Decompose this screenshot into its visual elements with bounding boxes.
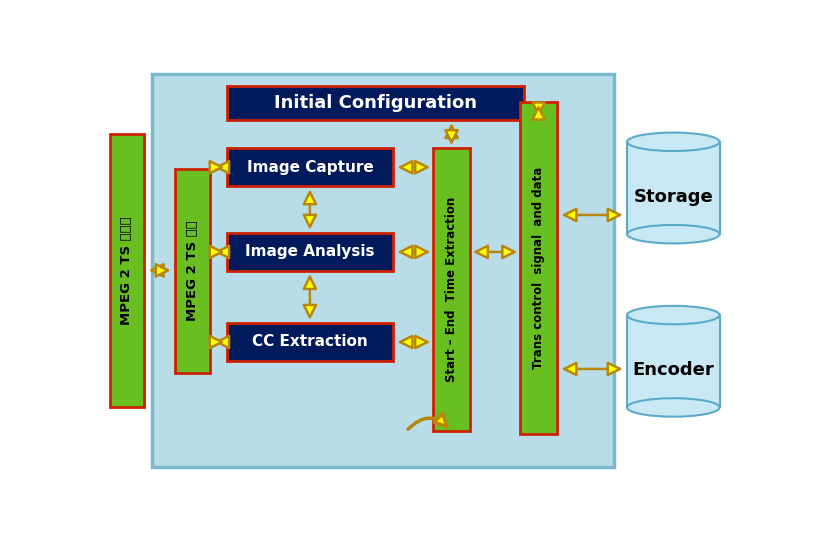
Ellipse shape — [627, 132, 720, 151]
Text: MPEG 2 TS 송신기: MPEG 2 TS 송신기 — [120, 216, 133, 325]
Bar — [110, 134, 144, 408]
Text: Trans control  signal  and data: Trans control signal and data — [532, 167, 545, 369]
Text: MPEG 2 TS 수신: MPEG 2 TS 수신 — [186, 220, 198, 321]
Bar — [152, 74, 614, 467]
Bar — [627, 142, 720, 234]
Bar — [227, 148, 393, 186]
Text: Start – End  Time Extraction: Start – End Time Extraction — [445, 197, 458, 382]
Bar — [227, 86, 524, 120]
Bar — [227, 233, 393, 271]
Ellipse shape — [627, 306, 720, 325]
Bar — [227, 323, 393, 361]
Text: Encoder: Encoder — [632, 361, 714, 380]
Text: Initial Configuration: Initial Configuration — [274, 94, 476, 112]
Ellipse shape — [627, 225, 720, 244]
Text: Image Analysis: Image Analysis — [245, 245, 374, 259]
Text: Image Capture: Image Capture — [247, 160, 374, 175]
Bar — [627, 315, 720, 408]
Bar — [433, 148, 470, 431]
Bar — [175, 168, 210, 373]
Ellipse shape — [627, 398, 720, 417]
Text: Storage: Storage — [633, 188, 713, 206]
Text: CC Extraction: CC Extraction — [252, 334, 368, 349]
Bar — [520, 102, 557, 434]
